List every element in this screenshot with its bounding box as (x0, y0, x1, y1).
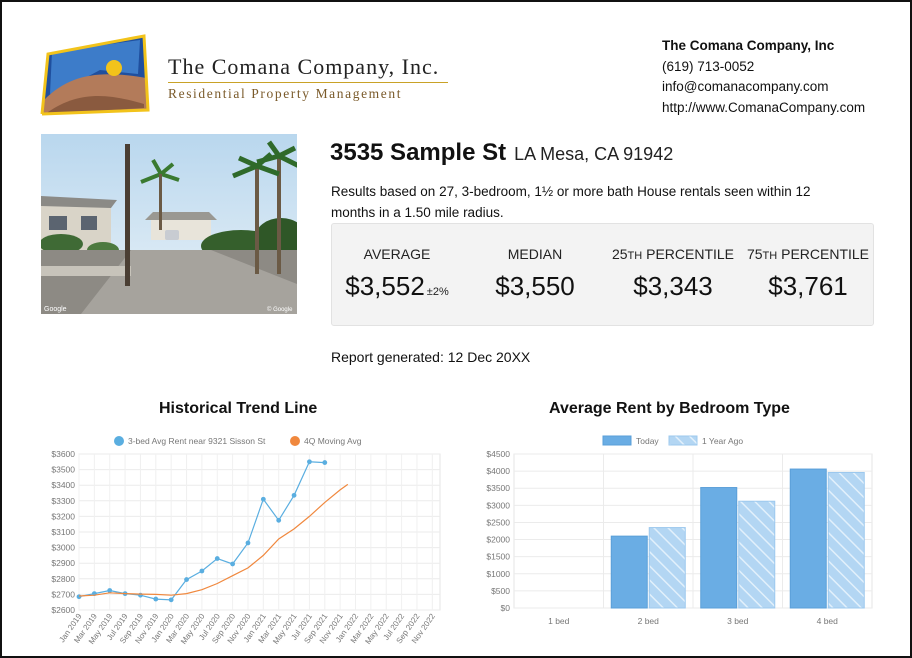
stat-average-range: ±2% (426, 286, 449, 298)
report-generated: Report generated: 12 Dec 20XX (331, 349, 531, 365)
trend-data-point (276, 517, 282, 523)
contact-website: http://www.ComanaCompany.com (662, 99, 866, 115)
trend-data-point (153, 596, 159, 602)
trend-data-point (230, 561, 236, 567)
contact-email: info@comanacompany.com (662, 79, 829, 94)
brand-divider (168, 82, 448, 83)
trend-data-point (307, 459, 312, 465)
stat-p75-label: 75TH PERCENTILE (743, 246, 873, 262)
stat-p25-word: PERCENTILE (642, 246, 735, 262)
stat-average-value: $3,552 (345, 271, 425, 301)
bedroom-bar-today (700, 487, 738, 609)
trend-data-point (291, 492, 297, 498)
trend-y-tick-label: $3400 (51, 480, 75, 490)
stat-p25-value: $3,343 (633, 271, 713, 301)
stat-p75-number: 75 (746, 246, 763, 262)
trend-line-chart: $2600 $2700 $2800 $2900 $3000 $3100 $3200 $3300… (51, 436, 441, 646)
bedroom-category-label: 1 bed (548, 616, 570, 626)
bedroom-bar-last-year (738, 500, 776, 609)
bedroom-bar-today (610, 535, 648, 609)
trend-data-point (76, 594, 82, 600)
bedroom-bar-chart: $0 $500 $1000 $1500 $2000 $2500 $3000 $3500 $400… (486, 435, 873, 626)
bedroom-legend-label-last-year: 1 Year Ago (702, 436, 743, 446)
stat-p25-label: 25TH PERCENTILE (608, 246, 738, 262)
contact-block: The Comana Company, Inc (619) 713-0052 i… (662, 36, 865, 118)
photo-watermark-left: Google (44, 306, 67, 313)
bedroom-legend-swatch-today (602, 435, 632, 446)
stat-p25-suffix: TH (627, 250, 643, 262)
bedroom-category-label: 2 bed (638, 616, 660, 626)
trend-data-point (322, 460, 328, 465)
stat-p25: 25TH PERCENTILE $3,343 (608, 224, 738, 302)
trend-y-tick-label: $3000 (51, 543, 75, 553)
company-tagline: Residential Property Management (168, 86, 403, 101)
trend-chart-title: Historical Trend Line (159, 400, 318, 417)
bedroom-category-label: 3 bed (727, 616, 749, 626)
bedroom-legend-label-today: Today (636, 436, 659, 446)
stat-median-value: $3,550 (495, 271, 575, 301)
company-name: The Comana Company, Inc. (168, 54, 440, 79)
property-city: LA Mesa, CA 91942 (514, 144, 674, 164)
trend-legend-label-moving: 4Q Moving Avg (304, 436, 362, 446)
trend-y-tick-label: $2800 (51, 574, 75, 584)
trend-moving-avg-line (78, 483, 349, 597)
trend-data-point (168, 597, 174, 603)
company-logo (40, 34, 150, 116)
bedroom-y-tick-label: $3500 (486, 483, 510, 493)
bedroom-y-tick-label: $500 (491, 586, 510, 596)
stat-p25-number: 25 (611, 246, 628, 262)
trend-data-point (184, 577, 189, 582)
stat-p75-word: PERCENTILE (777, 246, 870, 262)
trend-legend-label-avg: 3-bed Avg Rent near 9321 Sisson St (128, 436, 266, 446)
bedroom-y-tick-label: $1500 (486, 552, 510, 562)
results-summary: Results based on 27, 3-bedroom, 1½ or mo… (331, 184, 811, 220)
bedroom-y-tick-label: $4500 (486, 449, 510, 459)
bedroom-y-tick-label: $0 (501, 603, 511, 613)
bedroom-chart-title: Average Rent by Bedroom Type (549, 400, 790, 417)
trend-data-point (260, 496, 266, 502)
stat-p75-suffix: TH (762, 250, 778, 262)
trend-data-point (199, 568, 205, 574)
bedroom-y-tick-label: $2500 (486, 517, 510, 527)
stat-p75-value: $3,761 (768, 271, 848, 301)
bedroom-y-tick-label: $2000 (486, 535, 510, 545)
photo-watermark-right: © Google (267, 306, 293, 313)
property-photo: Google © Google (41, 134, 297, 314)
stat-average: AVERAGE $3,552 ±2% (332, 224, 462, 302)
bedroom-y-tick-label: $3000 (486, 500, 510, 510)
rent-stats-panel: AVERAGE $3,552 ±2% MEDIAN $3,550 25TH PER… (331, 223, 874, 326)
trend-y-tick-label: $2900 (51, 558, 75, 568)
trend-y-tick-label: $3200 (51, 511, 75, 521)
trend-y-tick-label: $3500 (51, 465, 75, 475)
trend-y-tick-label: $3100 (51, 527, 75, 537)
bedroom-category-label: 4 bed (817, 616, 839, 626)
trend-data-point (214, 556, 220, 561)
stat-p75: 75TH PERCENTILE $3,761 (743, 224, 873, 302)
trend-data-point (107, 588, 113, 593)
trend-y-tick-label: $2600 (51, 605, 75, 615)
property-street: 3535 Sample St (330, 139, 507, 166)
bedroom-bar-last-year (648, 527, 686, 609)
trend-y-tick-label: $3600 (51, 449, 75, 459)
bedroom-bar-today (789, 468, 827, 609)
trend-legend-swatch-moving (290, 436, 300, 446)
stat-median: MEDIAN $3,550 (470, 224, 600, 302)
bedroom-y-tick-label: $4000 (486, 466, 510, 476)
trend-y-tick-label: $2700 (51, 589, 75, 599)
trend-legend-swatch-avg (114, 436, 124, 446)
stat-average-label: AVERAGE (363, 246, 431, 262)
bedroom-y-tick-label: $1000 (486, 569, 510, 579)
bedroom-bar-last-year (827, 471, 865, 609)
contact-phone: (619) 713-0052 (662, 58, 755, 74)
trend-y-tick-label: $3300 (51, 496, 75, 506)
trend-data-point (245, 540, 251, 546)
contact-name: The Comana Company, Inc (662, 38, 835, 53)
bedroom-legend-swatch-last-year (668, 435, 698, 446)
stat-median-label: MEDIAN (507, 246, 563, 262)
property-address: 3535 Sample St LA Mesa, CA 91942 (330, 139, 673, 167)
